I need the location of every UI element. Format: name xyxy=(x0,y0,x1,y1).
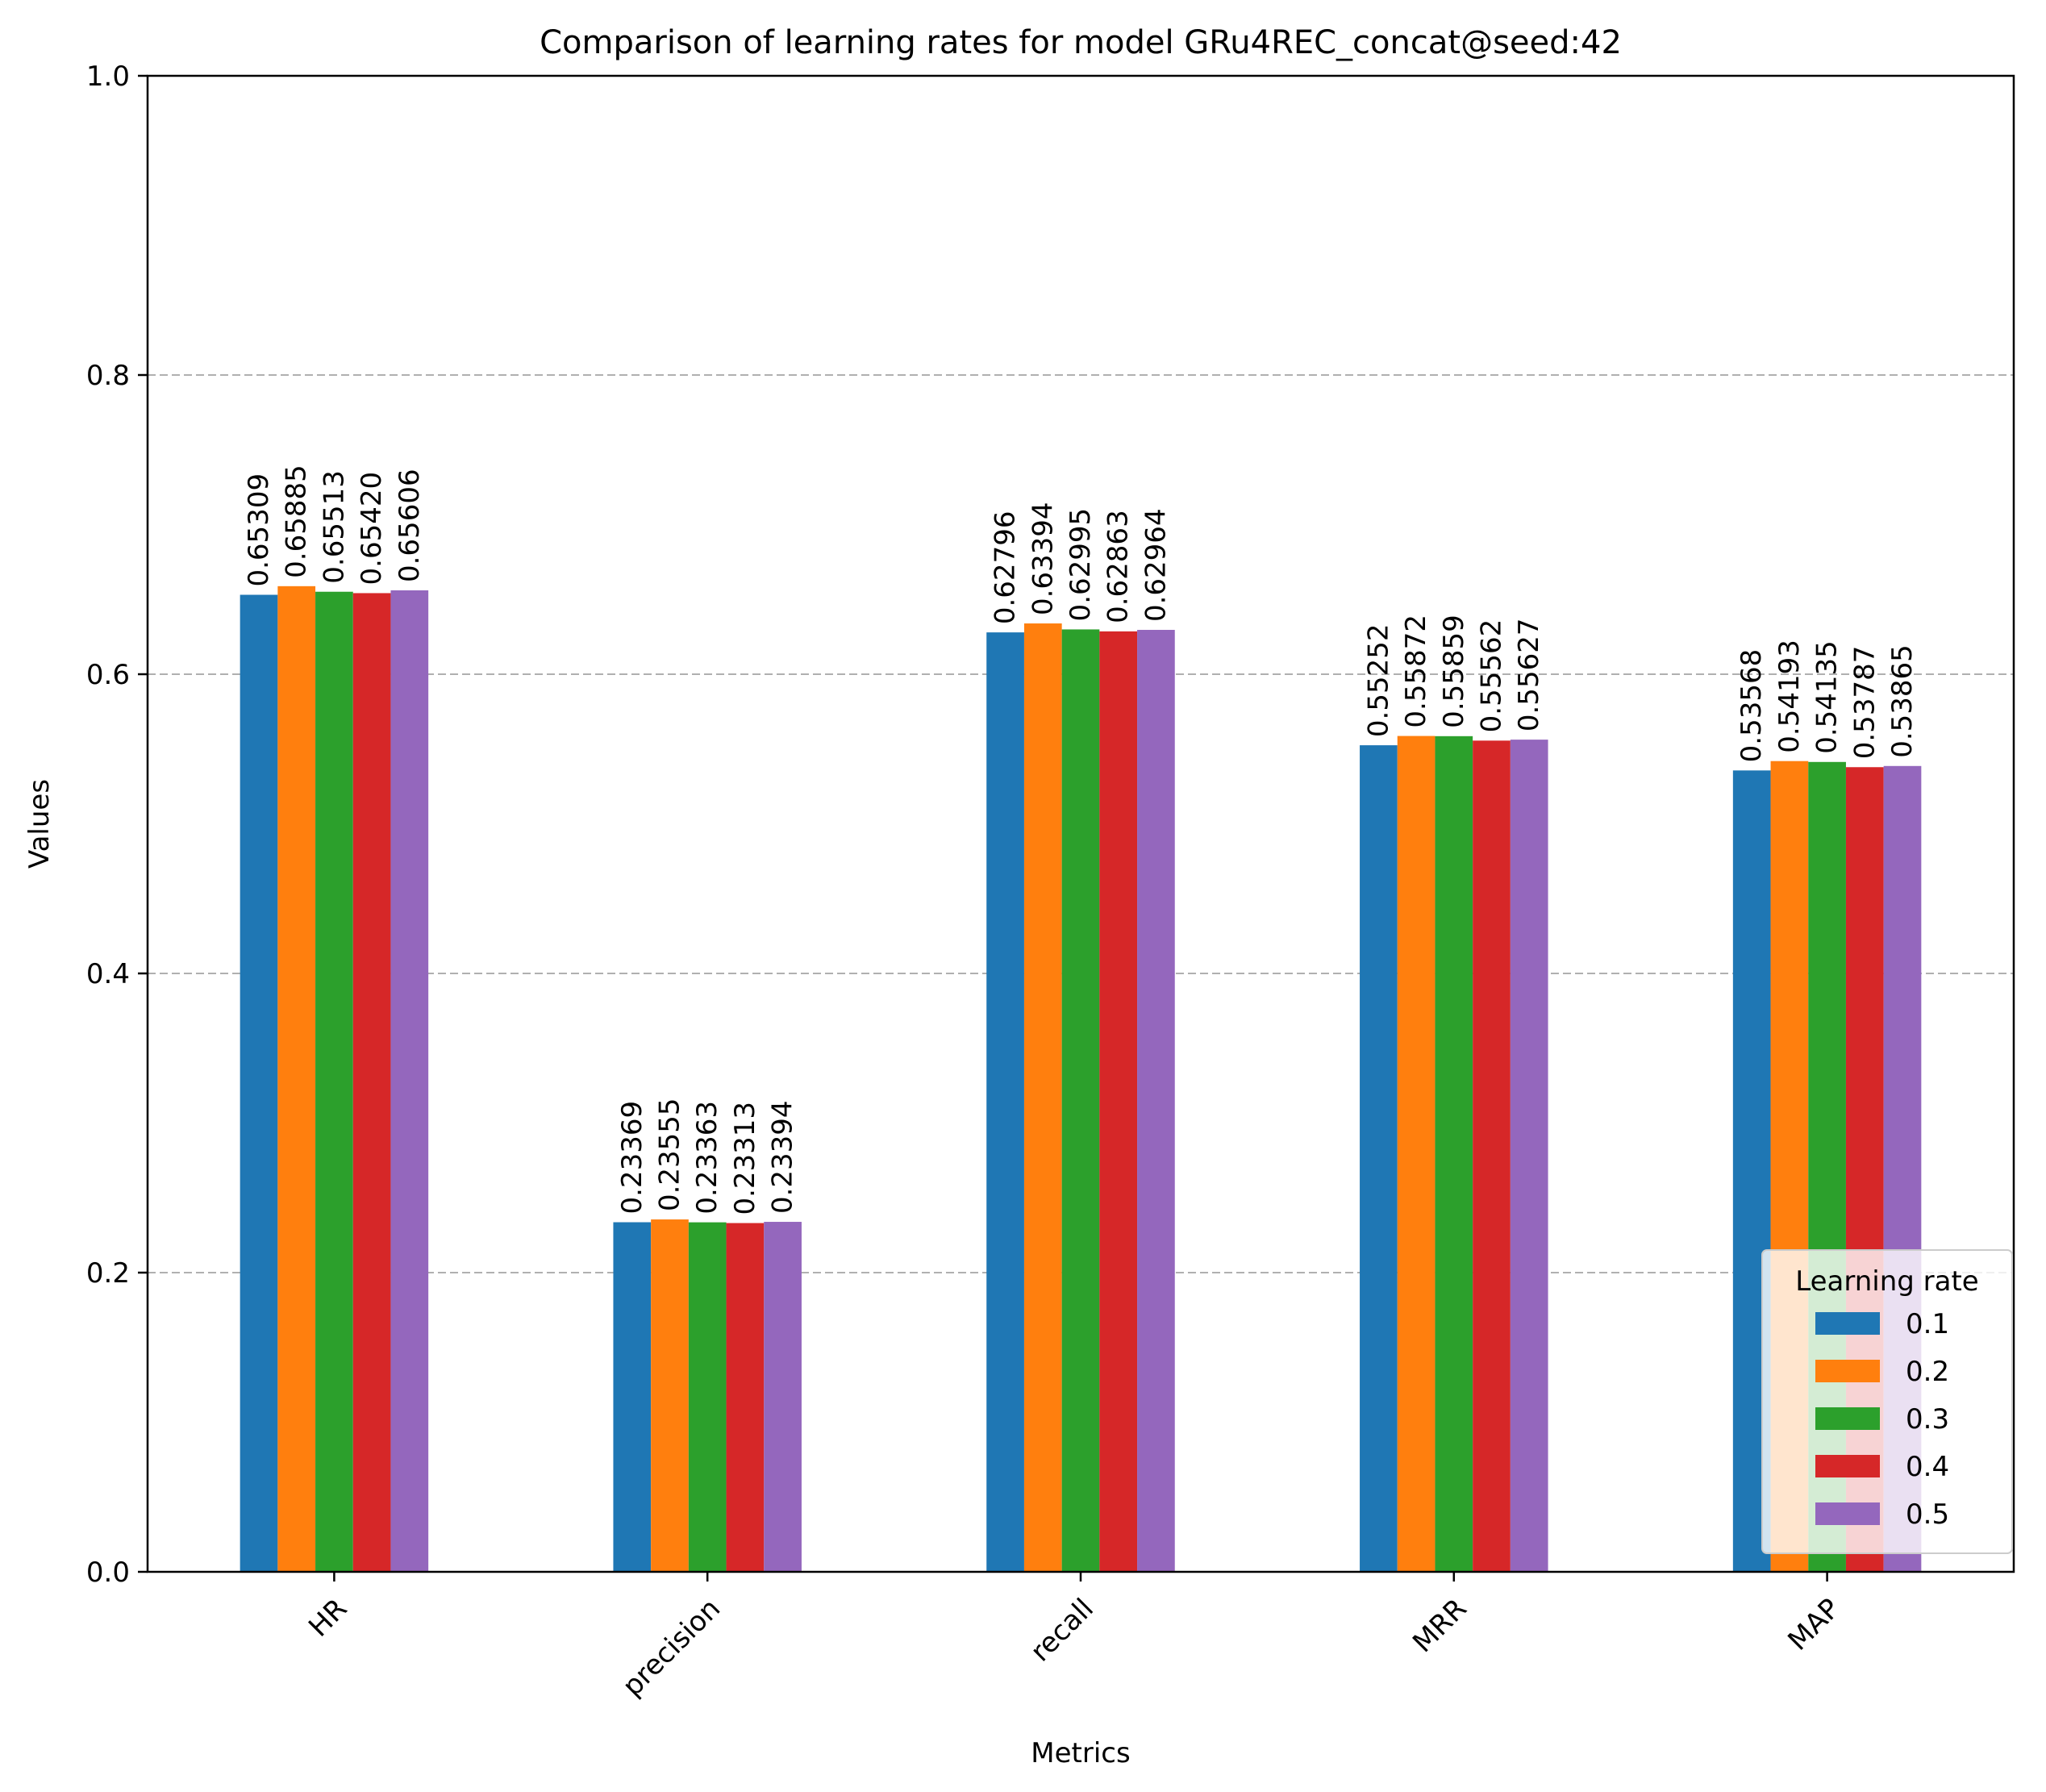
y-tick-label: 0.8 xyxy=(86,360,130,392)
bar xyxy=(1137,630,1175,1572)
bar-value-label: 0.53787 xyxy=(1848,646,1881,760)
bar-value-label: 0.62995 xyxy=(1065,508,1097,622)
bar-value-label: 0.53568 xyxy=(1736,649,1768,763)
bar xyxy=(390,590,429,1572)
legend-swatch xyxy=(1815,1360,1880,1382)
bar-value-label: 0.55872 xyxy=(1400,615,1432,728)
bar xyxy=(726,1223,765,1572)
bar xyxy=(1099,631,1138,1572)
bar-value-label: 0.53865 xyxy=(1886,644,1919,758)
bar-value-label: 0.65420 xyxy=(356,472,388,586)
bar-value-label: 0.62863 xyxy=(1102,510,1135,623)
bar-value-label: 0.23555 xyxy=(654,1098,686,1211)
bar xyxy=(1510,740,1548,1572)
bar-value-label: 0.65606 xyxy=(394,469,426,582)
bar xyxy=(764,1222,802,1572)
legend-entry-label: 0.5 xyxy=(1906,1498,1949,1531)
legend-swatch xyxy=(1815,1455,1880,1477)
legend-entry-label: 0.4 xyxy=(1906,1451,1949,1483)
value-labels: 0.65309 0.65885 0.65513 0.65420 0.65606 0.233… xyxy=(243,465,1919,1215)
legend-title: Learning rate xyxy=(1795,1265,1978,1298)
legend-entry-label: 0.3 xyxy=(1906,1403,1949,1436)
y-axis-label: Values xyxy=(23,779,56,869)
y-tick-label: 0.2 xyxy=(86,1257,130,1290)
bar xyxy=(315,591,353,1572)
bar xyxy=(1397,736,1436,1572)
bar-value-label: 0.55627 xyxy=(1513,619,1545,732)
bar-value-label: 0.23394 xyxy=(767,1100,799,1214)
legend-entry-label: 0.2 xyxy=(1906,1356,1949,1388)
bar-value-label: 0.54193 xyxy=(1773,640,1806,753)
bar xyxy=(1473,740,1511,1572)
bar xyxy=(352,593,391,1572)
bar-value-label: 0.63394 xyxy=(1027,502,1059,615)
legend: Learning rate 0.1 0.2 0.3 0.4 0.5 xyxy=(1761,1249,2013,1554)
bar xyxy=(1435,736,1473,1572)
y-tick-label: 0.6 xyxy=(86,659,130,691)
bar-value-label: 0.23369 xyxy=(616,1101,648,1215)
bar-value-label: 0.55252 xyxy=(1362,623,1394,737)
bar-value-label: 0.62964 xyxy=(1140,508,1172,622)
bar xyxy=(1023,623,1062,1573)
bar xyxy=(240,594,278,1572)
y-tick-label: 0.0 xyxy=(86,1557,130,1589)
bar-value-label: 0.55859 xyxy=(1438,615,1470,728)
legend-entry-label: 0.1 xyxy=(1906,1308,1949,1340)
legend-swatch xyxy=(1815,1407,1880,1430)
bar xyxy=(688,1222,727,1572)
bar-value-label: 0.23313 xyxy=(729,1102,761,1215)
bar-value-label: 0.54135 xyxy=(1811,640,1844,754)
y-tick-label: 1.0 xyxy=(86,60,130,93)
chart-title: Comparison of learning rates for model G… xyxy=(540,24,1622,61)
x-axis-label: Metrics xyxy=(1031,1737,1130,1769)
bar-value-label: 0.65513 xyxy=(318,470,350,584)
bar xyxy=(651,1219,689,1572)
bar xyxy=(1061,629,1100,1572)
bar-value-label: 0.23363 xyxy=(691,1101,723,1215)
bar xyxy=(613,1222,652,1572)
bar xyxy=(277,586,316,1572)
bar-value-label: 0.65309 xyxy=(243,473,275,587)
bar-value-label: 0.62796 xyxy=(990,511,1022,625)
y-tick-label: 0.4 xyxy=(86,958,130,990)
legend-swatch xyxy=(1815,1502,1880,1525)
bar xyxy=(1360,745,1398,1572)
legend-swatch xyxy=(1815,1312,1880,1335)
bar xyxy=(986,632,1024,1572)
bar-value-label: 0.55562 xyxy=(1476,619,1508,733)
bar-value-label: 0.65885 xyxy=(281,465,313,578)
